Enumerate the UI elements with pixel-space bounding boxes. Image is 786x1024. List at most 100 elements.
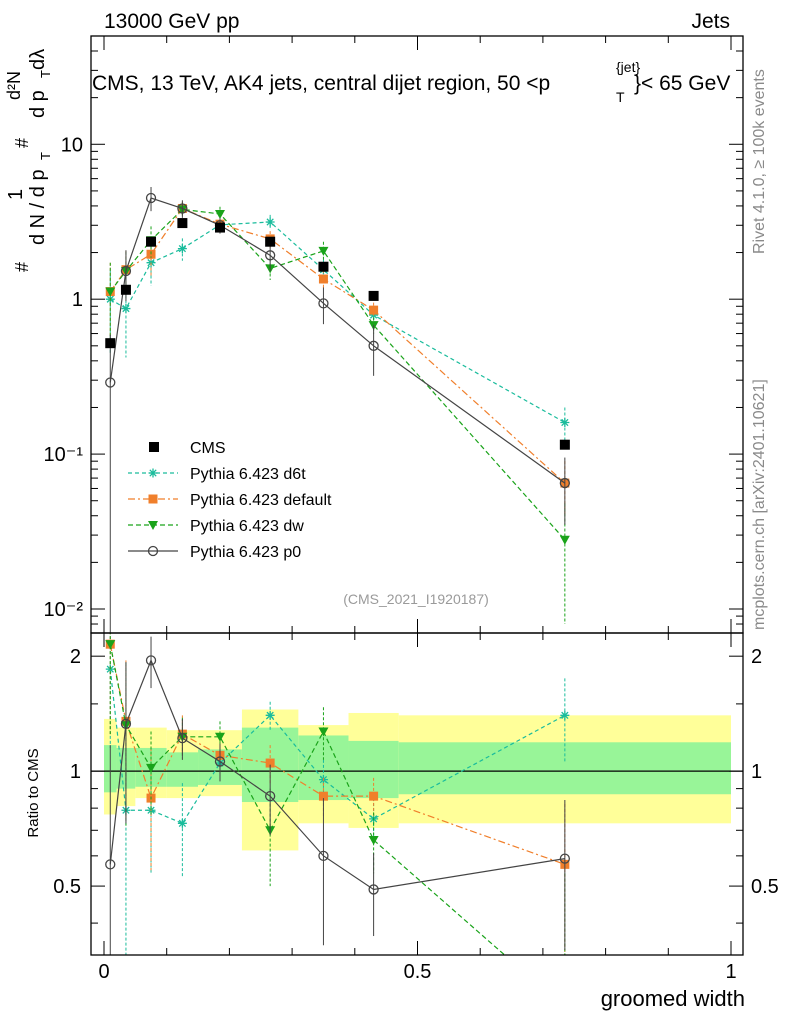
ylabel-dpT: d p [27, 90, 49, 118]
p0-marker [318, 298, 329, 309]
main-frame [90, 35, 744, 634]
main-ytick-label: 10⁻¹ [44, 444, 84, 466]
d6t-marker [177, 244, 187, 254]
cms-data-point [265, 236, 276, 247]
p0-marker [120, 718, 132, 729]
main-ytick-label: 10⁻² [44, 599, 84, 621]
p0-marker [147, 545, 159, 557]
p0-marker [214, 756, 226, 767]
analysis-watermark: (CMS_2021_I1920187) [343, 591, 489, 607]
p0-marker [559, 477, 570, 489]
default-marker [265, 758, 275, 768]
p0-marker [105, 859, 116, 870]
dw-marker [105, 640, 116, 650]
ylabel-T: T [38, 152, 53, 160]
legend-label-default: Pythia 6.423 default [190, 492, 332, 509]
xtick-label: 0 [98, 961, 109, 983]
ratio-ytick-label-right: 0.5 [751, 876, 779, 898]
d6t-marker [560, 710, 570, 720]
default-marker [318, 274, 328, 284]
ratio-ytick-label: 0.5 [53, 876, 81, 898]
default-marker [369, 305, 379, 315]
p0-marker [318, 850, 329, 862]
ratio-ytick-label-right: 2 [751, 646, 762, 668]
d6t-marker [265, 710, 275, 720]
series-d6t-line [109, 221, 566, 423]
series-d6t-main [105, 214, 570, 442]
main-ytick-label: 10 [61, 134, 83, 156]
series-dw-main [105, 202, 570, 625]
p0-marker [105, 377, 116, 388]
rivet-version-text: Rivet 4.1.0, ≥ 100k events [751, 69, 768, 254]
p0-marker [265, 250, 276, 261]
ratio-bands [104, 709, 731, 851]
cms-data-point [120, 284, 131, 295]
legend-label-p0: Pythia 6.423 p0 [190, 544, 301, 561]
cms-data-point [318, 261, 329, 272]
p0-marker [120, 265, 132, 277]
cms-data-point [177, 218, 188, 229]
d6t-marker [177, 818, 187, 828]
axis-ticks: 10⁻² 10⁻¹ 1 10 0 0.5 1 0.5 0.5 1 1 2 2 [44, 35, 779, 983]
legend-label-d6t: Pythia 6.423 d6t [190, 466, 306, 483]
ratio-ytick-label-right: 1 [751, 761, 762, 783]
ratio-ylabel: Ratio to CMS [25, 748, 42, 837]
p0-marker [145, 655, 157, 666]
cms-data-point [368, 290, 379, 301]
mcplots-text: mcplots.cern.ch [arXiv:2401.10621] [751, 379, 768, 630]
legend-label-cms: CMS [190, 440, 226, 457]
main-ytick-label: 1 [72, 289, 83, 311]
default-marker [148, 494, 158, 504]
dw-marker [148, 521, 158, 530]
cms-data-point [105, 338, 116, 349]
plot-title: CMS, 13 TeV, AK4 jets, central dijet reg… [92, 59, 730, 105]
plot-title-subscript: T [616, 89, 625, 105]
p0-marker [145, 192, 157, 204]
header-right: Jets [691, 10, 730, 33]
d6t-marker [148, 468, 158, 478]
ylabel-hash1: # [12, 262, 32, 272]
dw-marker [368, 836, 379, 846]
p0-marker [265, 790, 276, 802]
dw-marker [318, 246, 329, 256]
p0-marker [177, 733, 188, 744]
ylabel-d2N: d²N [4, 71, 24, 100]
dw-marker [559, 535, 570, 545]
p0-marker [177, 203, 188, 214]
ylabel-hash2: # [12, 138, 32, 148]
p0-marker [368, 340, 379, 351]
xtick-label: 0.5 [404, 961, 432, 983]
ylabel-dN: d N / d p [27, 169, 49, 245]
cms-data-layer [105, 218, 570, 450]
series-default-line [109, 207, 566, 484]
dw-marker [105, 287, 116, 297]
series-default-main [105, 201, 570, 516]
series-layer [105, 186, 570, 1013]
xtick-label: 1 [725, 961, 736, 983]
legend-cms-marker [149, 442, 159, 452]
d6t-marker [560, 417, 570, 427]
series-dw-line [109, 208, 566, 541]
default-marker [369, 791, 379, 801]
header-left: 13000 GeV pp [104, 10, 239, 33]
series-dw-ratio-line [109, 644, 506, 955]
series-p0-main [105, 186, 570, 633]
cms-data-point [146, 236, 157, 247]
series-p0-line [109, 197, 566, 484]
d6t-marker [265, 217, 275, 227]
cms-data-point [214, 222, 225, 233]
ylabel-T2: T [38, 70, 53, 78]
d6t-marker [121, 304, 131, 314]
ratio-ytick-label: 2 [70, 646, 81, 668]
series-p0-ratio [105, 636, 570, 955]
legend: CMS Pythia 6.423 d6t Pythia 6.423 default P… [128, 440, 332, 561]
p0-marker [368, 884, 379, 895]
dw-marker [318, 727, 329, 737]
plot-title-superscript: {jet} [616, 59, 640, 75]
default-marker [318, 791, 328, 801]
cms-data-point [559, 439, 570, 450]
p0-marker [559, 853, 570, 864]
xlabel: groomed width [601, 986, 745, 1011]
dw-marker [560, 1004, 570, 1013]
